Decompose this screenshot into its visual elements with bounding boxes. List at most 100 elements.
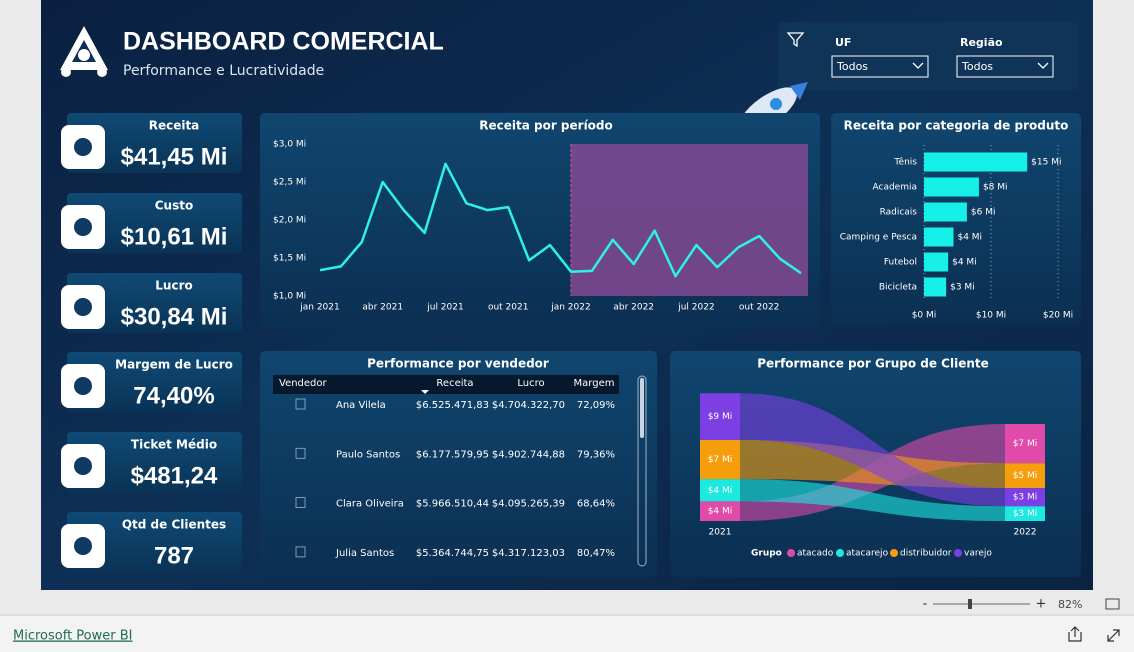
zoom-out[interactable]: - xyxy=(923,597,928,612)
category-label: Futebol xyxy=(884,258,917,268)
table-cell: 72,09% xyxy=(577,400,615,411)
kpi-card xyxy=(67,113,242,173)
bar-chart: Receita por categoria de produto $0 Mi $10… xyxy=(840,119,1073,321)
value-label: $3 Mi xyxy=(1013,509,1038,519)
table-title: Performance por vendedor xyxy=(367,357,549,371)
ribbon-segment xyxy=(700,479,740,502)
dropdown[interactable] xyxy=(956,55,1054,78)
zoom-thumb[interactable] xyxy=(968,599,972,609)
footer-link[interactable]: Microsoft Power BI xyxy=(13,629,132,644)
column-header[interactable]: Vendedor xyxy=(279,378,328,389)
x-tick-label: jan 2022 xyxy=(550,303,591,313)
line-series xyxy=(319,162,802,278)
sort-indicator xyxy=(421,390,429,394)
zoom-in[interactable]: + xyxy=(1036,597,1047,612)
bar xyxy=(924,252,949,272)
ribbon-segment xyxy=(700,439,740,480)
legend-label: distribuidor xyxy=(900,549,952,559)
value-label: $7 Mi xyxy=(1013,439,1038,449)
filter-icon[interactable] xyxy=(786,32,805,48)
ribbon-flow xyxy=(740,393,1005,507)
value-label: $6 Mi xyxy=(971,208,996,218)
column-header[interactable]: Receita xyxy=(436,378,473,389)
logo xyxy=(60,26,108,77)
broken-image xyxy=(295,497,306,509)
kpi-card xyxy=(67,273,242,333)
table-cell: Julia Santos xyxy=(335,548,394,559)
dashboard-subtitle: Performance e Lucratividade xyxy=(123,63,324,79)
table-cell: $5.364.744,75 xyxy=(416,548,489,559)
ribbon-segment xyxy=(1005,488,1045,507)
x-tick-label: out 2021 xyxy=(488,303,529,313)
legend-swatch xyxy=(836,549,844,557)
category-label: Academia xyxy=(873,183,918,193)
table-cell: $4.095.265,39 xyxy=(492,499,565,510)
table-cell: 68,64% xyxy=(577,499,615,510)
value-label: $4 Mi xyxy=(708,486,733,496)
x-tick-label: jul 2021 xyxy=(426,303,463,313)
highlight-region xyxy=(570,144,808,296)
dropdown[interactable] xyxy=(831,55,929,78)
kpi-icon-glyph xyxy=(74,138,92,156)
filters: UF Todos Região Todos xyxy=(831,36,1054,78)
table-cell: $4.317.123,03 xyxy=(492,548,565,559)
column-header[interactable]: Margem xyxy=(574,378,615,389)
dropdown-value: Todos xyxy=(961,60,993,73)
filter-label: Região xyxy=(960,36,1003,49)
category-label: Bicicleta xyxy=(879,283,917,293)
ribbon-segment xyxy=(700,393,740,440)
x-tick-label: 2022 xyxy=(1014,528,1037,538)
share-icon[interactable] xyxy=(1068,626,1082,642)
legend-label: atacado xyxy=(797,549,834,559)
value-label: $3 Mi xyxy=(950,283,975,293)
filter-label: UF xyxy=(835,36,851,49)
ribbon-segment xyxy=(1005,506,1045,521)
bar xyxy=(924,202,967,222)
kpi-card xyxy=(67,193,242,253)
value-label: $9 Mi xyxy=(708,412,733,422)
ribbon-flow xyxy=(740,479,1005,521)
y-tick-label: $2,5 Mi xyxy=(273,178,306,188)
x-tick-label: abr 2022 xyxy=(613,303,654,313)
x-tick-label: abr 2021 xyxy=(362,303,403,313)
scrollbar-track[interactable] xyxy=(637,375,647,567)
kpi-label: Custo xyxy=(155,199,193,213)
legend-swatch xyxy=(787,549,795,557)
broken-image xyxy=(295,398,306,410)
fit-page-icon[interactable] xyxy=(1105,598,1120,610)
y-tick-label: $3,0 Mi xyxy=(273,140,306,150)
table-cell: $4.902.744,88 xyxy=(492,449,565,460)
table-cell: Clara Oliveira xyxy=(336,499,404,510)
x-tick-label: 2021 xyxy=(709,528,732,538)
value-label: $4 Mi xyxy=(952,258,977,268)
value-label: $3 Mi xyxy=(1013,493,1038,503)
x-tick-label: $10 Mi xyxy=(976,311,1006,321)
value-label: $4 Mi xyxy=(957,233,982,243)
value-label: $5 Mi xyxy=(1013,471,1038,481)
kpi-card xyxy=(67,432,242,492)
status-bar xyxy=(0,590,1134,615)
kpi-label: Qtd de Clientes xyxy=(122,518,226,532)
column-header[interactable]: Lucro xyxy=(517,378,544,389)
y-tick-label: $1,0 Mi xyxy=(273,292,306,302)
value-label: $7 Mi xyxy=(708,455,733,465)
table-cell: $6.177.579,95 xyxy=(416,449,489,460)
kpi-label: Receita xyxy=(149,119,200,133)
dashboard-title: DASHBOARD COMERCIAL xyxy=(123,28,444,56)
ribbon-segment xyxy=(700,501,740,521)
scrollbar-thumb[interactable] xyxy=(640,378,644,438)
kpi-icon-glyph xyxy=(74,298,92,316)
bar xyxy=(924,177,979,197)
chart-title: Performance por Grupo de Cliente xyxy=(757,357,989,371)
legend-title: Grupo xyxy=(751,549,782,559)
fullscreen-icon[interactable] xyxy=(1107,629,1120,642)
kpi-icon-glyph xyxy=(74,377,92,395)
legend-label: atacarejo xyxy=(846,549,889,559)
kpi-cards: Receita $41,45 Mi Custo $10,61 Mi Lucro $30,8… xyxy=(61,113,242,572)
x-tick-label: $20 Mi xyxy=(1043,311,1073,321)
table-cell: 79,36% xyxy=(577,449,615,460)
kpi-label: Ticket Médio xyxy=(131,438,217,452)
table-panel xyxy=(260,351,657,577)
ribbon-chart: Performance por Grupo de Cliente $4 Mi $4 … xyxy=(700,357,1045,559)
